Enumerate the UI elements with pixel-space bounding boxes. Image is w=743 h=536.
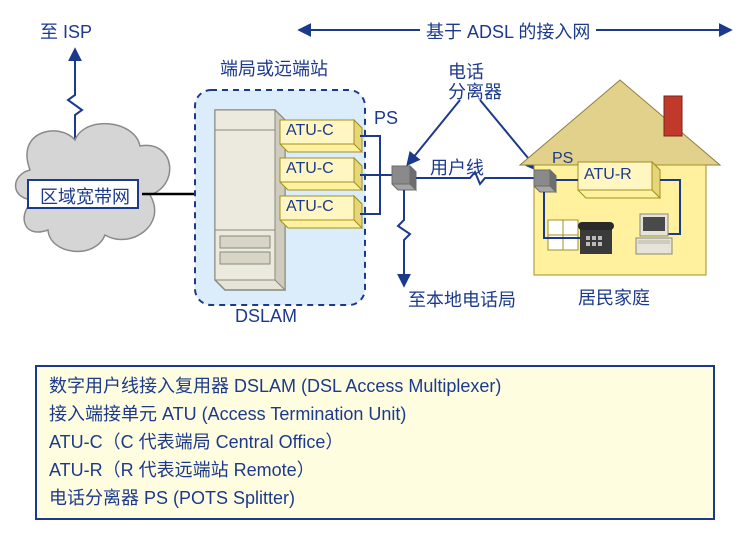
cloud-label: 区域宽带网 [40,183,130,209]
legend-line-3: ATU-C（C 代表端局 Central Office） [49,429,701,457]
to-telco-label: 至本地电话局 [408,286,516,312]
to-telco-link [398,190,410,285]
ps-label-2: PS [552,150,573,168]
ps-box-co [392,166,416,190]
telephone-icon [578,222,614,254]
legend-line-2: 接入端接单元 ATU (Access Termination Unit) [49,401,701,429]
server-rack [215,110,285,290]
legend-line-1: 数字用户线接入复用器 DSLAM (DSL Access Multiplexer… [49,373,701,401]
legend-line-4: ATU-R（R 代表远端站 Remote） [49,457,701,485]
atu-c-label-2: ATU-C [286,160,334,178]
atu-c-label-1: ATU-C [286,122,334,140]
ps-label-1: PS [374,108,398,129]
phone-splitter-label-2: 分离器 [448,78,502,104]
atu-c-label-3: ATU-C [286,198,334,216]
user-line-label: 用户线 [430,154,484,180]
legend-line-5: 电话分离器 PS (POTS Splitter) [49,485,701,513]
legend-box: 数字用户线接入复用器 DSLAM (DSL Access Multiplexer… [35,365,715,520]
dslam-label: DSLAM [235,306,297,327]
computer-icon [636,214,672,254]
atu-r-label: ATU-R [584,166,632,184]
header-label: 基于 ADSL 的接入网 [420,18,596,44]
isp-label: 至 ISP [40,18,92,44]
home-label: 居民家庭 [578,284,650,310]
co-label: 端局或远端站 [220,55,328,81]
ps-box-home [534,170,556,192]
